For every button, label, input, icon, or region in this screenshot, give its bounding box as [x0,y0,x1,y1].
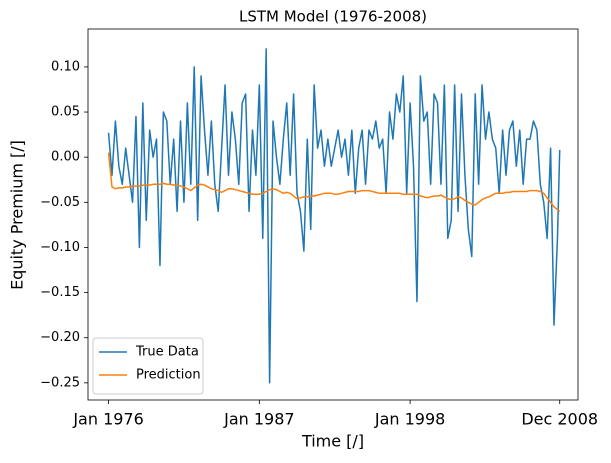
x-tick-label: Jan 1987 [223,410,294,429]
x-tick-label: Jan 1998 [374,410,445,429]
x-axis-label: Time [/] [301,432,364,451]
x-tick-label: Jan 1976 [72,410,143,429]
y-tick-label: −0.05 [40,195,80,210]
y-tick-label: 0.05 [51,105,80,120]
data-line [107,48,561,384]
y-tick-label: −0.25 [40,375,80,390]
y-tick-label: −0.20 [40,330,80,345]
y-tick-label: 0.10 [51,59,80,74]
y-tick-label: −0.10 [40,240,80,255]
y-tick-label: −0.15 [40,285,80,300]
legend-label: True Data [135,345,199,360]
y-tick-label: 0.00 [51,150,80,165]
y-axis-label: Equity Premium [/] [8,140,27,290]
legend-label: Prediction [136,368,201,383]
chart-title: LSTM Model (1976-2008) [239,8,427,26]
plot-frame [87,28,579,401]
data-line [107,152,561,212]
x-tick-label: Dec 2008 [521,410,598,429]
